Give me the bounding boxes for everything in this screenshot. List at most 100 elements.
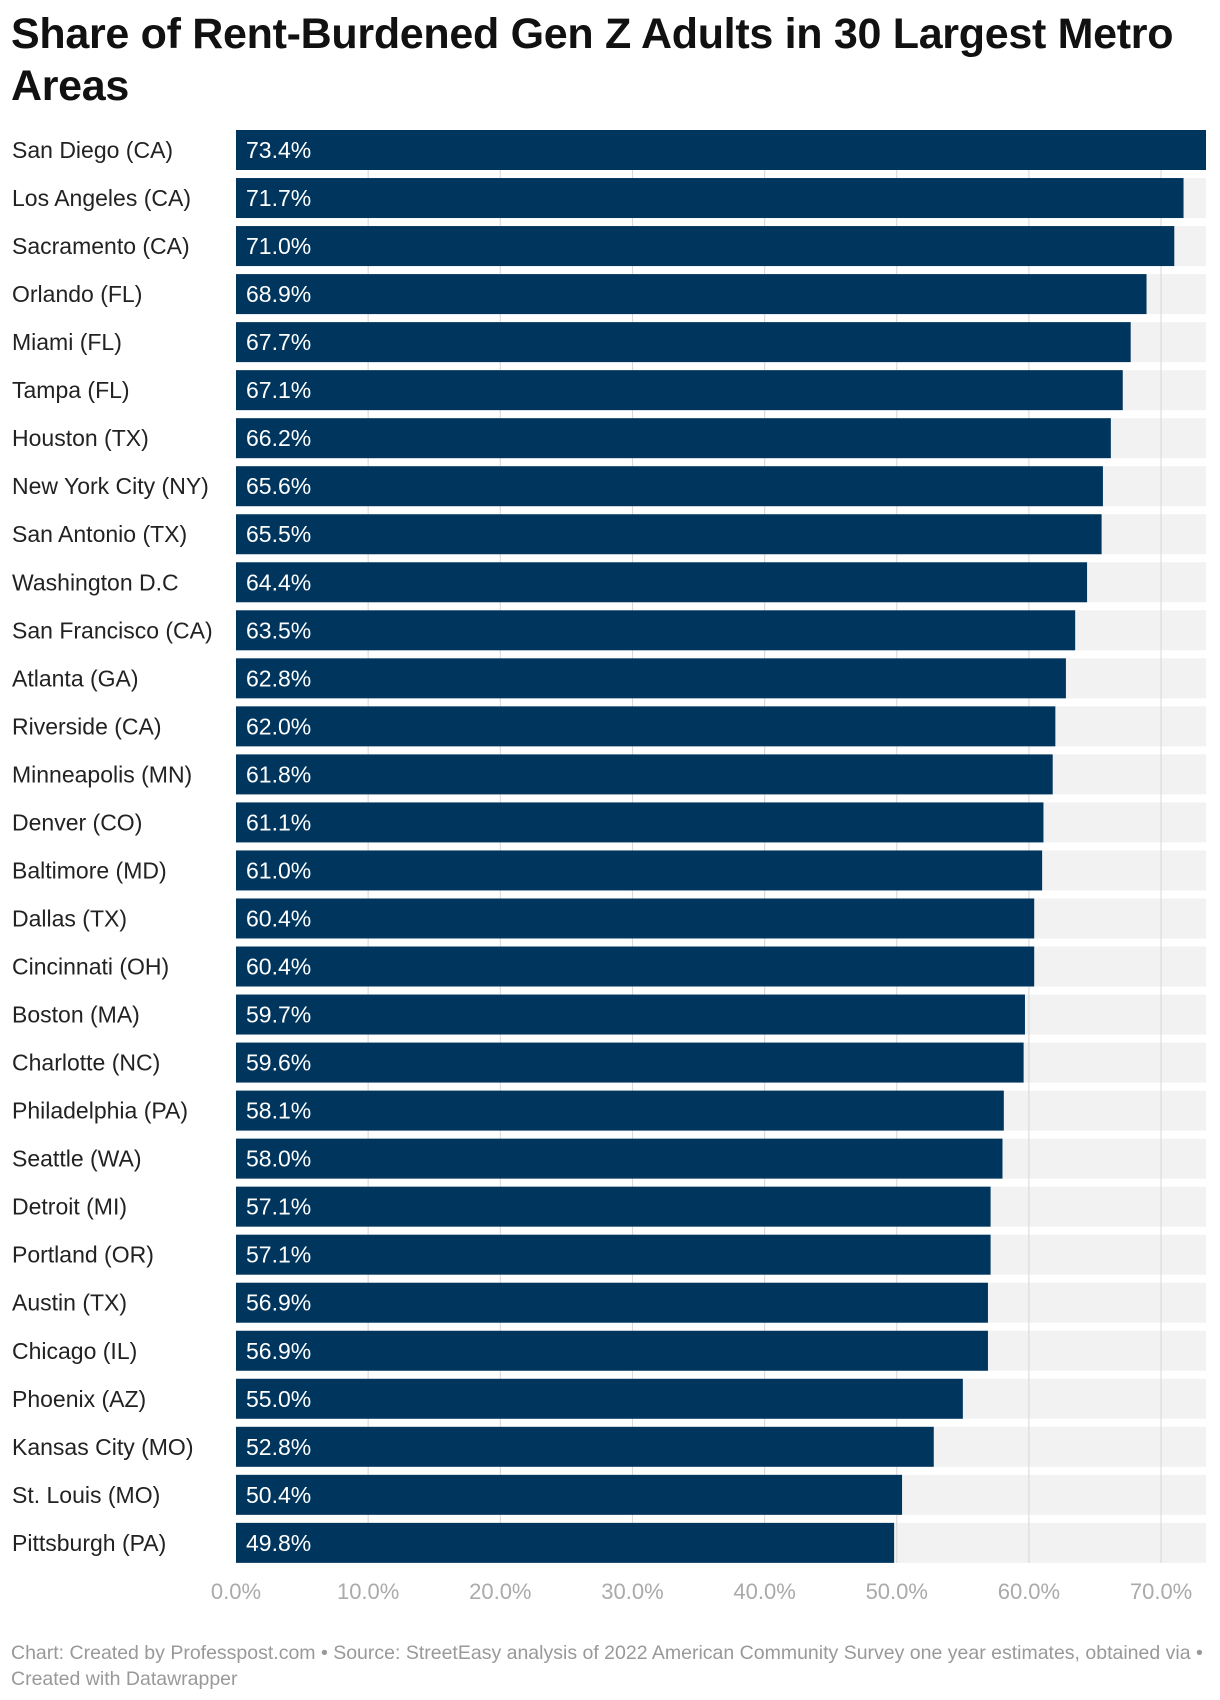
bar [236,1282,988,1323]
value-label: 61.0% [246,857,311,883]
category-label: Portland (OR) [12,1242,154,1268]
bar [236,1234,991,1275]
value-label: 49.8% [246,1530,311,1556]
value-label: 61.8% [246,761,311,787]
category-label: Atlanta (GA) [12,665,139,691]
category-label: Boston (MA) [12,1002,140,1028]
value-label: 60.4% [246,905,311,931]
category-label: Kansas City (MO) [12,1434,193,1460]
bar [236,754,1053,795]
category-label: Los Angeles (CA) [12,185,191,211]
category-label: Seattle (WA) [12,1146,142,1172]
value-label: 50.4% [246,1482,311,1508]
value-label: 58.0% [246,1146,311,1172]
bar [236,1378,963,1419]
category-label: San Antonio (TX) [12,521,187,547]
category-label: Denver (CO) [12,809,142,835]
category-label: Washington D.C [12,569,179,595]
x-tick-label: 40.0% [733,1579,795,1604]
category-label: St. Louis (MO) [12,1482,160,1508]
category-label: New York City (NY) [12,473,209,499]
bar [236,562,1088,603]
bar [236,658,1066,699]
value-label: 56.9% [246,1290,311,1316]
value-label: 73.4% [246,137,311,163]
value-label: 55.0% [246,1386,311,1412]
value-label: 67.1% [246,377,311,403]
bar [236,946,1035,987]
bar-chart: San Diego (CA) 73.4% Los Angeles (CA) 71.7%… [12,130,1206,1604]
value-label: 57.1% [246,1242,311,1268]
chart-title: Share of Rent-Burdened Gen Z Adults in 3… [11,10,1174,110]
bar [236,802,1044,843]
x-tick-label: 70.0% [1130,1579,1192,1604]
value-label: 63.5% [246,617,311,643]
x-tick-label: 10.0% [337,1579,399,1604]
value-label: 65.5% [246,521,311,547]
bar [236,706,1056,747]
value-label: 59.6% [246,1050,311,1076]
value-label: 64.4% [246,569,311,595]
category-label: Sacramento (CA) [12,233,190,259]
x-tick-label: 50.0% [866,1579,928,1604]
category-label: Pittsburgh (PA) [12,1530,166,1556]
bar [236,1426,934,1467]
value-label: 60.4% [246,954,311,980]
value-label: 71.0% [246,233,311,259]
value-label: 56.9% [246,1338,311,1364]
bar [236,1138,1003,1179]
bar [236,370,1123,411]
value-label: 62.8% [246,665,311,691]
x-tick-label: 60.0% [998,1579,1060,1604]
bar [236,1186,991,1227]
category-label: Detroit (MI) [12,1194,127,1220]
x-tick-label: 30.0% [601,1579,663,1604]
value-label: 66.2% [246,425,311,451]
value-label: 52.8% [246,1434,311,1460]
category-label: Charlotte (NC) [12,1050,160,1076]
bar [236,130,1206,170]
bar [236,850,1043,891]
value-label: 61.1% [246,809,311,835]
value-label: 58.1% [246,1098,311,1124]
bar [236,994,1025,1035]
category-label: Riverside (CA) [12,713,162,739]
value-label: 59.7% [246,1002,311,1028]
bar [236,226,1175,267]
bar [236,610,1076,651]
category-label: Tampa (FL) [12,377,130,403]
value-label: 68.9% [246,281,311,307]
bar [236,1042,1024,1083]
value-label: 65.6% [246,473,311,499]
bar [236,898,1035,939]
bar [236,274,1147,315]
category-label: Cincinnati (OH) [12,954,169,980]
bar [236,1522,895,1563]
bar [236,418,1111,459]
bar [236,466,1103,507]
category-label: Houston (TX) [12,425,149,451]
value-label: 67.7% [246,329,311,355]
category-label: Baltimore (MD) [12,857,167,883]
value-label: 57.1% [246,1194,311,1220]
value-label: 62.0% [246,713,311,739]
category-label: Philadelphia (PA) [12,1098,188,1124]
category-label: Austin (TX) [12,1290,127,1316]
category-label: Dallas (TX) [12,905,127,931]
category-label: San Diego (CA) [12,137,173,163]
category-label: San Francisco (CA) [12,617,213,643]
x-tick-label: 20.0% [469,1579,531,1604]
chart-footer: Chart: Created by Professpost.com • Sour… [11,1642,1203,1690]
bar [236,322,1131,363]
value-label: 71.7% [246,185,311,211]
category-label: Minneapolis (MN) [12,761,192,787]
bar [236,1474,903,1515]
category-label: Phoenix (AZ) [12,1386,146,1412]
bar [236,514,1102,555]
category-label: Orlando (FL) [12,281,142,307]
x-tick-label: 0.0% [211,1579,261,1604]
category-label: Miami (FL) [12,329,122,355]
category-label: Chicago (IL) [12,1338,137,1364]
bar [236,1090,1004,1131]
bar [236,178,1184,219]
